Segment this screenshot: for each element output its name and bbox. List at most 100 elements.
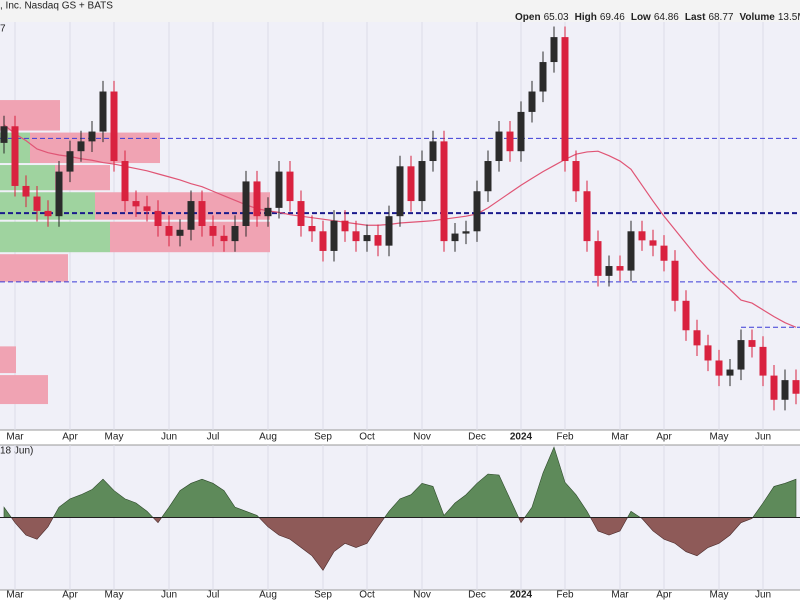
x-tick-label: Mar xyxy=(611,432,629,443)
candle-body xyxy=(726,369,734,376)
candle-body xyxy=(374,235,382,246)
quote-label: Volume xyxy=(739,12,775,23)
candle-body xyxy=(154,210,162,226)
x-tick-label: Feb xyxy=(556,432,574,443)
x-tick-label: 2024 xyxy=(510,590,533,600)
candle-body xyxy=(77,141,85,152)
candle-body xyxy=(561,37,569,162)
x-tick-label: Dec xyxy=(468,432,486,443)
candle-body xyxy=(352,231,360,242)
candle-body xyxy=(297,201,305,226)
candle-body xyxy=(715,360,723,376)
candle-body xyxy=(649,240,657,246)
candle-body xyxy=(121,161,129,202)
quote-label: Open xyxy=(515,12,541,23)
candle-body xyxy=(572,161,580,192)
candle-body xyxy=(385,216,393,246)
candle-body xyxy=(495,131,503,162)
x-tick-label: May xyxy=(105,590,124,600)
volume-down-bar xyxy=(0,346,16,374)
candle-body xyxy=(363,235,371,242)
candle-body xyxy=(0,126,8,143)
volume-down-bar xyxy=(0,375,48,405)
candle-body xyxy=(88,131,96,142)
quote-label: High xyxy=(575,12,597,23)
candle-body xyxy=(660,245,668,261)
x-tick-label: 2024 xyxy=(510,432,533,443)
candle-body xyxy=(330,220,338,251)
candle-body xyxy=(22,185,30,197)
candle-body xyxy=(319,231,327,251)
x-tick-label: Jun xyxy=(755,432,771,443)
quote-value: 68.77 xyxy=(708,12,733,23)
x-tick-label: Jul xyxy=(207,432,220,443)
candle-body xyxy=(506,131,514,152)
quote-value: 69.46 xyxy=(600,12,625,23)
candle-body xyxy=(594,241,602,276)
candle-body xyxy=(418,161,426,202)
x-tick-label: Aug xyxy=(259,590,277,600)
candle-body xyxy=(143,206,151,211)
candle-body xyxy=(308,226,316,232)
oscillator-label: 18 Jun) xyxy=(0,446,33,457)
candle-body xyxy=(209,226,217,236)
candle-body xyxy=(198,201,206,226)
x-tick-label: Sep xyxy=(314,590,332,600)
candle-body xyxy=(176,229,184,236)
candle-body xyxy=(187,201,195,230)
x-tick-label: May xyxy=(710,432,729,443)
candle-body xyxy=(528,91,536,112)
candle-body xyxy=(286,171,294,202)
x-tick-label: Jun xyxy=(161,432,177,443)
candle-body xyxy=(55,171,63,217)
candle-body xyxy=(264,207,272,217)
candle-body xyxy=(539,62,547,92)
candle-body xyxy=(550,37,558,63)
candle-body xyxy=(759,346,767,376)
header-title: , Inc. Nasdaq GS + BATS xyxy=(0,1,113,12)
candle-body xyxy=(341,220,349,232)
candle-body xyxy=(781,380,789,400)
x-tick-label: May xyxy=(105,432,124,443)
candle-body xyxy=(792,380,800,394)
x-tick-label: Dec xyxy=(468,590,486,600)
quote-value: 64.86 xyxy=(654,12,679,23)
candle-body xyxy=(737,340,745,370)
x-tick-label: Feb xyxy=(556,590,574,600)
candle-body xyxy=(693,330,701,346)
volume-down-bar xyxy=(55,165,110,191)
volume-down-bar xyxy=(0,100,60,131)
candle-body xyxy=(231,226,239,242)
quote-label: Last xyxy=(685,12,706,23)
candle-body xyxy=(429,141,437,162)
x-tick-label: Apr xyxy=(62,432,78,443)
quote-label: Low xyxy=(631,12,651,23)
header-bar xyxy=(0,0,800,22)
candle-body xyxy=(462,231,470,234)
candle-body xyxy=(66,151,74,172)
x-tick-label: Apr xyxy=(656,432,672,443)
candle-body xyxy=(748,340,756,347)
candle-body xyxy=(275,171,283,208)
candle-body xyxy=(583,191,591,242)
candle-body xyxy=(132,201,140,207)
x-tick-label: Sep xyxy=(314,432,332,443)
candle-body xyxy=(242,181,250,226)
x-tick-label: Mar xyxy=(6,590,24,600)
x-tick-label: May xyxy=(710,590,729,600)
candle-body xyxy=(44,210,52,217)
candle-body xyxy=(517,111,525,152)
x-tick-label: Nov xyxy=(413,590,431,600)
volume-up-bar xyxy=(0,221,110,253)
x-tick-label: Oct xyxy=(359,590,375,600)
candle-body xyxy=(616,266,624,271)
candle-body xyxy=(638,231,646,241)
candle-body xyxy=(671,260,679,301)
header-fragment: 7 xyxy=(0,24,6,35)
quote-value: 65.03 xyxy=(544,12,569,23)
candle-body xyxy=(253,181,261,217)
quote-line: Open 65.03 High 69.46 Low 64.86 Last 68.77 Volum… xyxy=(515,12,800,23)
candle-body xyxy=(407,166,415,202)
oscillator-negative xyxy=(3,517,797,571)
